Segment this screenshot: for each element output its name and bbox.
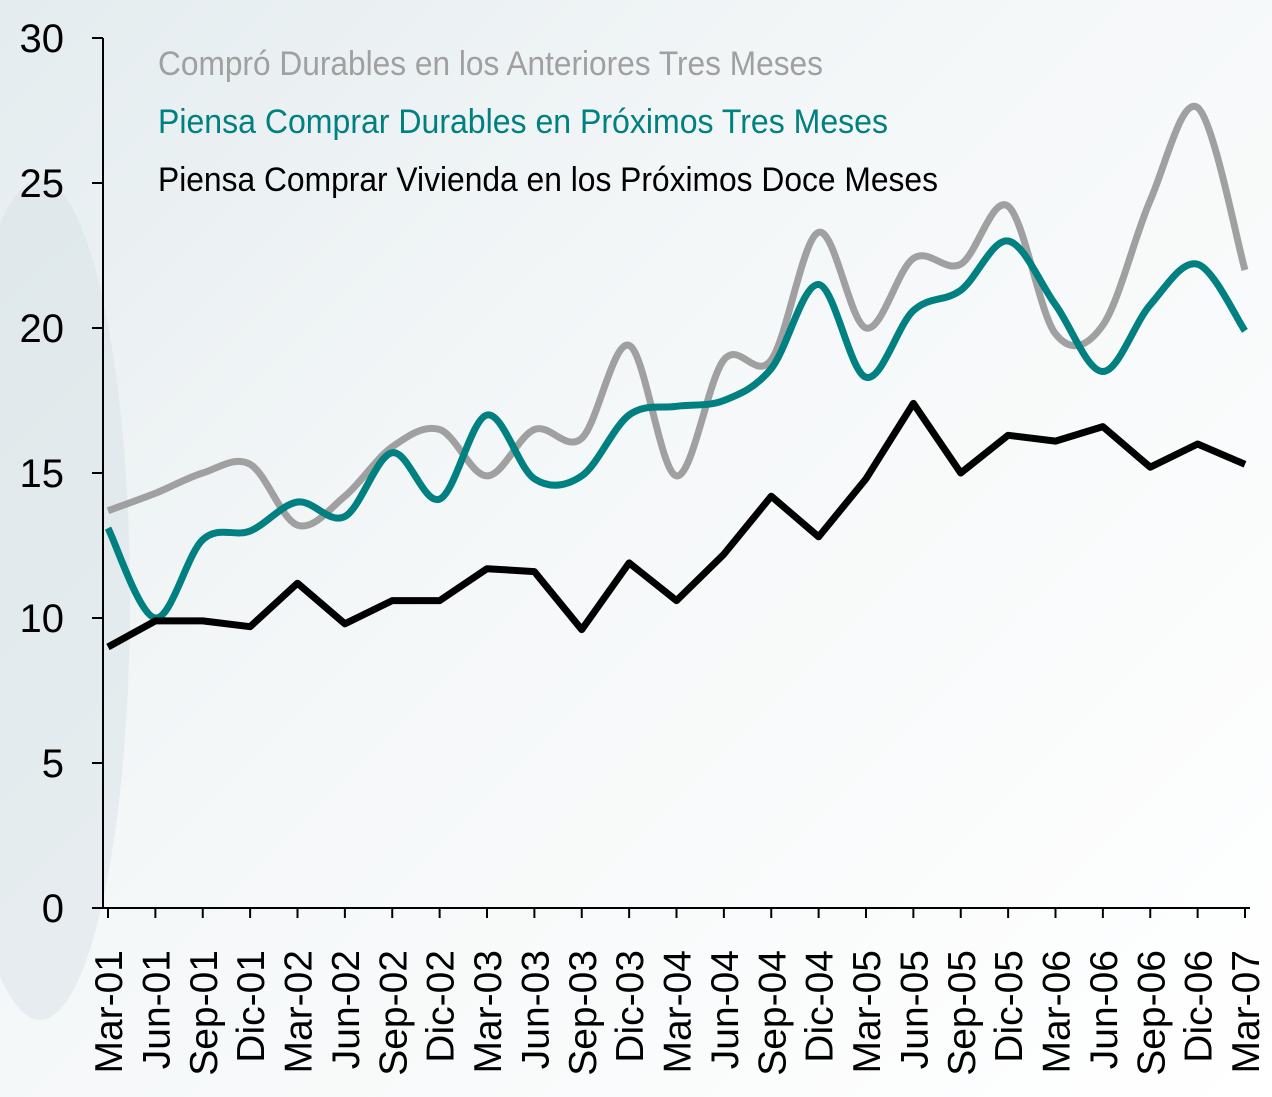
x-tick-label: Sep-06 — [1130, 950, 1173, 1076]
x-tick-label: Dic-04 — [799, 950, 842, 1063]
y-tick-label: 25 — [20, 162, 65, 206]
x-tick-label: Dic-06 — [1178, 950, 1221, 1063]
x-tick-label: Mar-07 — [1225, 950, 1268, 1074]
x-tick-label: Jun-02 — [325, 950, 368, 1069]
y-tick-label: 5 — [42, 742, 64, 786]
legend-entry: Piensa Comprar Vivienda en los Próximos … — [158, 161, 938, 199]
x-tick-label: Dic-02 — [420, 950, 463, 1063]
x-tick-label: Dic-05 — [988, 950, 1031, 1063]
y-tick-label: 10 — [20, 597, 65, 641]
y-tick-label: 15 — [20, 452, 65, 496]
x-tick-label: Mar-04 — [657, 950, 700, 1074]
x-tick-label: Mar-01 — [88, 950, 131, 1074]
watermark — [0, 180, 130, 1020]
x-tick-label: Sep-03 — [562, 950, 605, 1076]
x-tick-label: Sep-04 — [751, 950, 794, 1076]
x-tick-label: Jun-06 — [1083, 950, 1126, 1069]
x-tick-label: Jun-05 — [893, 950, 936, 1069]
x-tick-label: Sep-05 — [941, 950, 984, 1076]
x-tick-label: Mar-03 — [467, 950, 510, 1074]
y-tick-label: 30 — [20, 17, 65, 61]
x-tick-label: Sep-01 — [183, 950, 226, 1076]
y-tick-label: 20 — [20, 307, 65, 351]
legend-entry: Piensa Comprar Durables en Próximos Tres… — [158, 103, 888, 141]
x-tick-label: Jun-01 — [135, 950, 178, 1069]
x-tick-label: Mar-06 — [1036, 950, 1079, 1074]
x-tick-label: Dic-03 — [609, 950, 652, 1063]
series-line — [104, 237, 1248, 622]
series-line — [106, 399, 1247, 651]
y-tick-label: 0 — [42, 887, 64, 931]
x-tick-label: Jun-04 — [704, 950, 747, 1069]
legend-entry: Compró Durables en los Anteriores Tres M… — [158, 45, 823, 83]
x-tick-label: Sep-02 — [372, 950, 415, 1076]
x-tick-label: Mar-05 — [846, 950, 889, 1074]
x-tick-label: Jun-03 — [514, 950, 557, 1069]
x-tick-label: Dic-01 — [230, 950, 273, 1063]
x-tick-label: Mar-02 — [278, 950, 321, 1074]
